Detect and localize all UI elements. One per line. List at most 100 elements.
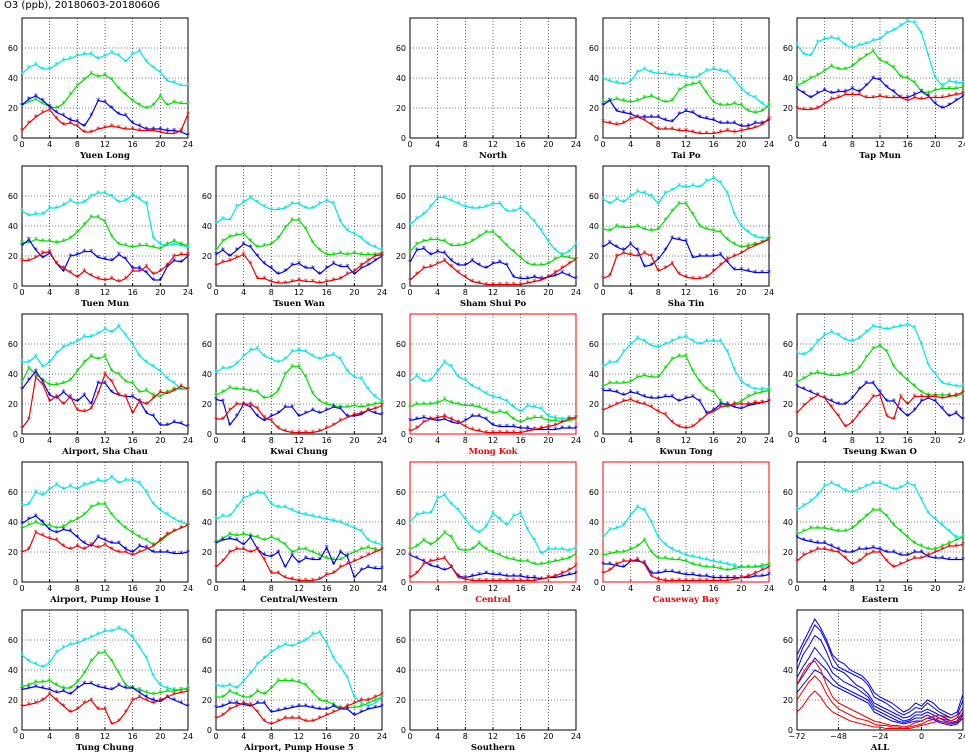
y-tick-label: 60 — [783, 488, 793, 497]
data-point: * — [947, 101, 951, 110]
data-point: * — [332, 708, 336, 717]
x-tick-label: 24 — [183, 732, 193, 741]
series-line — [215, 491, 383, 546]
data-point: * — [408, 276, 412, 285]
y-tick-label: 0 — [401, 430, 406, 439]
data-point: * — [138, 122, 142, 131]
data-point: * — [103, 648, 107, 657]
data-point: * — [20, 127, 24, 136]
data-point: * — [124, 331, 128, 340]
data-point: * — [34, 518, 38, 527]
data-point: * — [463, 376, 467, 385]
data-point: * — [698, 275, 702, 284]
data-point: * — [145, 689, 149, 698]
x-tick-label: 16 — [709, 436, 719, 445]
series-line — [215, 347, 383, 402]
data-point: * — [352, 412, 356, 421]
x-tick-label: 16 — [516, 140, 526, 149]
data-point: * — [961, 556, 965, 565]
y-tick-label: 20 — [202, 548, 212, 557]
data-point: * — [151, 64, 155, 73]
data-point: * — [249, 701, 253, 710]
data-point: * — [656, 533, 660, 542]
data-point: * — [256, 687, 260, 696]
data-point: * — [283, 403, 287, 412]
series-red — [796, 690, 964, 729]
data-point: * — [256, 275, 260, 284]
data-point: * — [380, 565, 384, 574]
data-point: * — [933, 100, 937, 109]
series-line — [21, 627, 188, 691]
data-point: * — [138, 195, 142, 204]
data-point: * — [823, 35, 827, 44]
data-point: * — [325, 698, 329, 707]
data-point: * — [380, 547, 384, 556]
data-point: * — [539, 426, 543, 435]
data-point: * — [712, 406, 716, 415]
data-point: * — [885, 94, 889, 103]
data-point: * — [96, 275, 100, 284]
data-point: * — [82, 267, 86, 276]
data-point: * — [359, 566, 363, 575]
data-point: * — [380, 252, 384, 261]
data-point: * — [290, 429, 294, 438]
data-point: * — [719, 559, 723, 568]
data-point: * — [325, 406, 329, 415]
data-point: * — [746, 402, 750, 411]
data-point: * — [726, 574, 730, 583]
data-point: * — [878, 324, 882, 333]
x-tick-label: 8 — [463, 140, 468, 149]
data-point: * — [677, 334, 681, 343]
data-point: * — [864, 94, 868, 103]
series-line — [796, 77, 964, 109]
data-point: * — [138, 101, 142, 110]
series-line — [215, 243, 383, 275]
data-point: * — [830, 328, 834, 337]
data-point: * — [746, 107, 750, 116]
data-point: * — [373, 393, 377, 402]
data-point: * — [843, 423, 847, 432]
data-point: * — [311, 512, 315, 521]
data-point: * — [705, 115, 709, 124]
data-point: * — [484, 569, 488, 578]
data-point: * — [82, 539, 86, 548]
data-point: * — [491, 509, 495, 518]
data-point: * — [110, 720, 114, 729]
data-point: * — [415, 569, 419, 578]
series-blue: ************************* — [214, 240, 384, 279]
data-point: * — [947, 539, 951, 548]
data-point: * — [519, 509, 523, 518]
data-point: * — [221, 711, 225, 720]
data-point: * — [656, 267, 660, 276]
data-point: * — [954, 556, 958, 565]
data-point: * — [906, 321, 910, 330]
x-tick-label: 4 — [241, 584, 246, 593]
data-point: * — [214, 563, 218, 572]
data-point: * — [512, 248, 516, 257]
data-point: * — [691, 210, 695, 219]
data-point: * — [256, 545, 260, 554]
data-point: * — [871, 322, 875, 331]
data-point: * — [739, 222, 743, 231]
data-point: * — [546, 545, 550, 554]
series-blue: ************************* — [214, 699, 384, 720]
data-point: * — [961, 79, 965, 88]
y-tick-label: 0 — [207, 430, 212, 439]
data-point: * — [151, 394, 155, 403]
data-point: * — [450, 500, 454, 509]
x-tick-label: 8 — [463, 732, 468, 741]
data-point: * — [131, 551, 135, 560]
data-point: * — [151, 101, 155, 110]
data-point: * — [68, 234, 72, 243]
data-point: * — [670, 556, 674, 565]
data-point: * — [366, 536, 370, 545]
data-point: * — [850, 62, 854, 71]
data-point: * — [158, 536, 162, 545]
series-line — [602, 398, 770, 429]
data-point: * — [649, 373, 653, 382]
data-point: * — [318, 514, 322, 523]
data-point: * — [823, 67, 827, 76]
data-point: * — [830, 479, 834, 488]
data-point: * — [436, 236, 440, 245]
